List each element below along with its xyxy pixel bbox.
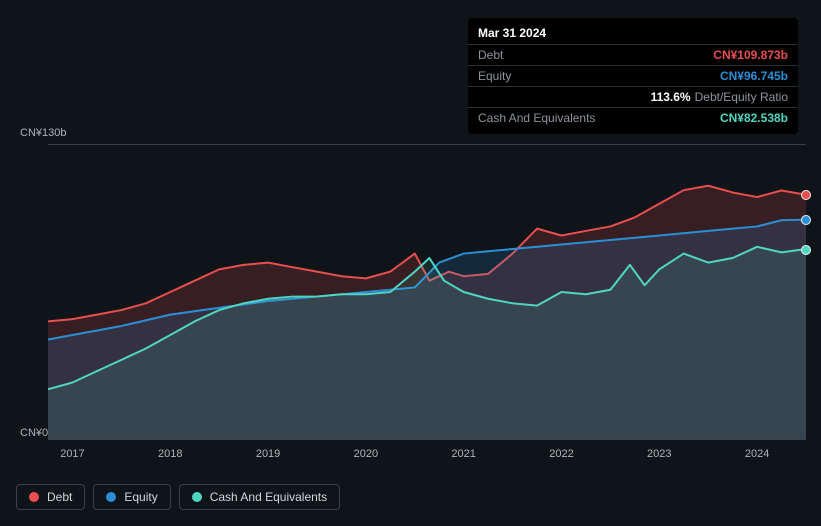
tooltip-row-label: Equity	[478, 69, 511, 83]
legend-item[interactable]: Equity	[93, 484, 170, 510]
tooltip-cash-label: Cash And Equivalents	[478, 111, 595, 125]
tooltip-row-value: CN¥109.873b	[713, 48, 788, 62]
x-axis-label: 2017	[60, 448, 84, 460]
y-axis-min-label: CN¥0	[20, 427, 48, 439]
x-axis-label: 2024	[745, 448, 769, 460]
legend-swatch	[106, 492, 116, 502]
legend-item[interactable]: Cash And Equivalents	[179, 484, 340, 510]
x-axis-label: 2019	[256, 448, 280, 460]
x-axis-label: 2021	[451, 448, 475, 460]
x-axis-label: 2020	[354, 448, 378, 460]
legend-label: Cash And Equivalents	[210, 490, 327, 504]
series-end-marker	[801, 190, 811, 200]
tooltip-date: Mar 31 2024	[468, 24, 798, 44]
chart-plot-area[interactable]	[48, 144, 806, 440]
tooltip-row: Equity CN¥96.745b	[468, 65, 798, 86]
tooltip-ratio-row: 113.6% Debt/Equity Ratio	[468, 86, 798, 107]
tooltip-row: Debt CN¥109.873b	[468, 44, 798, 65]
chart-legend: Debt Equity Cash And Equivalents	[16, 484, 340, 510]
series-end-marker	[801, 245, 811, 255]
legend-label: Equity	[124, 490, 157, 504]
tooltip-cash-row: Cash And Equivalents CN¥82.538b	[468, 107, 798, 128]
legend-item[interactable]: Debt	[16, 484, 85, 510]
tooltip-row-label: Debt	[478, 48, 503, 62]
legend-label: Debt	[47, 490, 72, 504]
series-end-marker	[801, 215, 811, 225]
tooltip-cash-value: CN¥82.538b	[720, 111, 788, 125]
tooltip-ratio-suffix: Debt/Equity Ratio	[695, 90, 788, 104]
x-axis: 2017 2018 2019 2020 2021 2022 2023 2024	[48, 448, 806, 464]
x-axis-label: 2018	[158, 448, 182, 460]
tooltip-ratio-value: 113.6%	[651, 90, 691, 104]
legend-swatch	[29, 492, 39, 502]
tooltip-row-value: CN¥96.745b	[720, 69, 788, 83]
legend-swatch	[192, 492, 202, 502]
x-axis-label: 2023	[647, 448, 671, 460]
chart-tooltip: Mar 31 2024 Debt CN¥109.873b Equity CN¥96.7…	[468, 18, 798, 134]
x-axis-label: 2022	[549, 448, 573, 460]
y-axis-max-label: CN¥130b	[20, 127, 66, 139]
